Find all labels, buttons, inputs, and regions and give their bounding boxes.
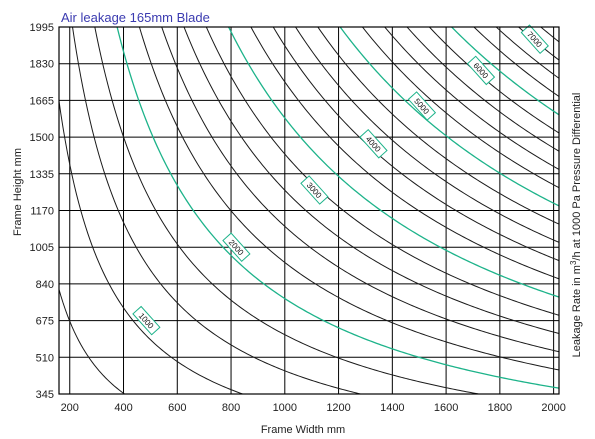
y-tick-label: 1995 bbox=[30, 22, 54, 34]
contour-line bbox=[205, 27, 559, 316]
contour-label-box bbox=[407, 91, 437, 121]
contour-label: 6000 bbox=[466, 55, 496, 86]
contour-line bbox=[59, 97, 245, 394]
contour-line bbox=[250, 27, 559, 280]
x-tick-label: 200 bbox=[61, 402, 79, 414]
contour-label-box bbox=[132, 305, 161, 336]
x-tick-label: 800 bbox=[222, 402, 240, 414]
contour-label-box bbox=[520, 24, 549, 54]
major-contour-line bbox=[339, 27, 559, 207]
major-contour-line bbox=[227, 27, 559, 298]
x-tick-label: 600 bbox=[168, 402, 186, 414]
contour-line bbox=[533, 0, 580, 23]
contour-line bbox=[94, 27, 482, 394]
leakage-rate-label-superscript: 3 bbox=[569, 260, 578, 265]
y-tick-label: 510 bbox=[36, 352, 54, 364]
y-tick-label: 1500 bbox=[30, 132, 54, 144]
x-tick-labels: 200 400 600 800 1000 1200 1400 1600 1800 2000 bbox=[61, 402, 566, 414]
contour-line bbox=[138, 27, 559, 371]
contour-line bbox=[294, 27, 559, 243]
contour-line bbox=[384, 27, 559, 171]
contour-line bbox=[59, 287, 126, 394]
x-tick-label: 1800 bbox=[488, 402, 512, 414]
y-tick-label: 345 bbox=[36, 389, 54, 401]
contour-line bbox=[495, 27, 559, 79]
x-axis-label: Frame Width mm bbox=[261, 424, 345, 436]
contour-line bbox=[317, 27, 559, 225]
contour-line bbox=[361, 27, 559, 189]
contour-line bbox=[272, 27, 559, 262]
leakage-rate-label-start: Leakage Rate in m bbox=[571, 265, 583, 357]
contour-line bbox=[473, 27, 559, 98]
contour-label-box bbox=[300, 175, 329, 205]
contour-label-box bbox=[359, 129, 388, 159]
major-contour-line bbox=[450, 27, 559, 116]
contour-line bbox=[183, 27, 559, 335]
y-tick-label: 1665 bbox=[30, 95, 54, 107]
y-tick-labels: 345 510 675 840 1005 1170 1335 1500 1665 1830 1995 bbox=[30, 22, 54, 401]
contour-line bbox=[406, 27, 559, 152]
contour-line bbox=[554, 0, 581, 6]
plot-frame bbox=[58, 26, 560, 395]
y-tick-label: 1170 bbox=[30, 206, 54, 218]
y-axis-label: Frame Height mm bbox=[12, 148, 24, 236]
x-tick-label: 400 bbox=[114, 402, 132, 414]
contour-line bbox=[72, 27, 363, 394]
contour-label: 3000 bbox=[300, 175, 329, 205]
y-tick-label: 1830 bbox=[30, 59, 54, 71]
y-tick-label: 840 bbox=[36, 279, 54, 291]
contour-line bbox=[161, 27, 559, 353]
contour-label-box bbox=[466, 55, 496, 86]
y-tick-label: 675 bbox=[36, 316, 54, 328]
leakage-rate-label-end: /h at 1000 Pa Pressure Differential bbox=[571, 93, 583, 261]
y-tick-label: 1335 bbox=[30, 169, 54, 181]
contour-label-box bbox=[222, 232, 251, 262]
x-tick-label: 1600 bbox=[434, 402, 458, 414]
x-tick-label: 2000 bbox=[541, 402, 565, 414]
y-tick-label: 1005 bbox=[30, 242, 54, 254]
x-tick-label: 1400 bbox=[380, 402, 404, 414]
x-tick-label: 1200 bbox=[326, 402, 350, 414]
x-tick-label: 1000 bbox=[273, 402, 297, 414]
leakage-rate-label: Leakage Rate in m3/h at 1000 Pa Pressure… bbox=[569, 93, 584, 358]
major-contour-line bbox=[116, 27, 559, 389]
chart-title: Air leakage 165mm Blade bbox=[61, 10, 210, 25]
contour-label: 4000 bbox=[359, 129, 388, 159]
